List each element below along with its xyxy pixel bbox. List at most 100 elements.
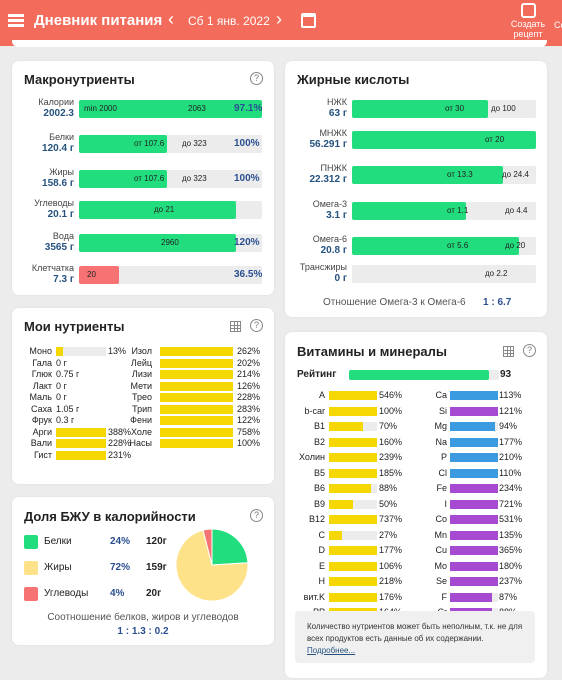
fatty-label: Трансжиры 0 г bbox=[285, 262, 347, 284]
fatty-value: 63 г bbox=[328, 108, 347, 119]
nutrient-name: Mo bbox=[434, 560, 447, 571]
more-link[interactable]: Подробнее... bbox=[307, 646, 356, 655]
nutrient-bar-fill bbox=[329, 561, 377, 571]
nutrient-name: Трип bbox=[132, 403, 152, 414]
macro-bar-fill bbox=[79, 100, 262, 118]
nutrient-bar bbox=[329, 546, 377, 555]
help-icon[interactable]: ? bbox=[250, 509, 263, 522]
nutrient-name: C bbox=[318, 529, 326, 540]
nutrient-bar bbox=[329, 499, 377, 509]
create-recipe-button[interactable]: Создать рецепт bbox=[506, 2, 550, 42]
bju-percent: 72% bbox=[110, 562, 131, 573]
nutrient-bar-fill bbox=[56, 347, 63, 356]
fatty-name: ПНЖК bbox=[320, 163, 347, 173]
fatty-marker-min: от 20 bbox=[485, 135, 505, 144]
nutrient-name: H bbox=[318, 576, 326, 586]
next-day-button[interactable]: › bbox=[276, 9, 282, 29]
nutrient-name: E bbox=[318, 560, 325, 571]
nutrient-name: F bbox=[441, 591, 448, 602]
fatty-marker-max: до 2.2 bbox=[485, 269, 508, 278]
nutrient-bar-fill bbox=[329, 484, 372, 493]
fatty-label: НЖК 63 г bbox=[285, 97, 347, 119]
nutrient-percent: 27% bbox=[379, 529, 398, 540]
help-icon[interactable]: ? bbox=[523, 344, 536, 357]
nutrient-percent: 122% bbox=[237, 415, 261, 425]
nutrient-percent: 13% bbox=[108, 346, 127, 356]
nutrient-bar bbox=[329, 437, 377, 447]
nutrient-bar-fill bbox=[329, 391, 377, 400]
fatty-bar: от 1.1 до 4.4 bbox=[352, 202, 536, 220]
nutrient-name: Фрук bbox=[31, 415, 52, 425]
fatty-value: 56.291 г bbox=[309, 139, 347, 150]
fatty-bar: от 5.6 до 20 bbox=[352, 237, 536, 255]
nutrient-name: Ca bbox=[435, 390, 447, 400]
fatty-marker-min: от 5.6 bbox=[447, 241, 469, 250]
nutrient-percent: 180% bbox=[499, 560, 523, 571]
nutrient-bar-fill bbox=[450, 468, 498, 478]
nutrient-name: Co bbox=[435, 514, 447, 524]
nutrient-bar bbox=[329, 561, 377, 571]
nutrient-percent: 239% bbox=[379, 452, 403, 462]
macro-name: Вода bbox=[52, 231, 74, 241]
fatty-name: Омега-6 bbox=[312, 234, 347, 244]
nutrient-bar bbox=[160, 381, 233, 391]
nutrient-bar-fill bbox=[329, 530, 342, 540]
rating-bar bbox=[349, 370, 499, 380]
nutrient-bar-fill bbox=[160, 370, 233, 379]
bju-grams: 20г bbox=[146, 588, 162, 599]
nutrient-bar-fill bbox=[329, 515, 377, 524]
fatty-marker-min: от 1.1 bbox=[447, 206, 469, 215]
nutrient-bar-fill bbox=[160, 381, 233, 391]
my-nutrients-card: Мои нутриенты ? Моно 13% Гала 0 г Глюк 0.75 г… bbox=[12, 308, 274, 484]
fatty-bar-fill bbox=[352, 237, 520, 255]
macro-bar: 20 bbox=[79, 266, 262, 284]
fatty-label: ПНЖК 22.312 г bbox=[285, 163, 347, 185]
prev-day-button[interactable]: ‹ bbox=[168, 9, 174, 29]
macro-percent: 100% bbox=[234, 138, 260, 149]
hamburger-menu-icon[interactable] bbox=[8, 14, 24, 27]
macro-marker-max: 2063 bbox=[188, 104, 206, 113]
macro-name: Углеводы bbox=[34, 198, 74, 208]
nutrient-name: Холе bbox=[131, 426, 152, 437]
nutrient-bar bbox=[450, 530, 498, 540]
nutrient-name: I bbox=[444, 498, 447, 509]
nutrient-percent: 234% bbox=[499, 483, 523, 493]
nutrient-bar-fill bbox=[329, 546, 377, 555]
nutrient-bar bbox=[329, 484, 377, 493]
nutrient-bar bbox=[450, 499, 498, 509]
cut-off-button[interactable]: Сс bbox=[554, 20, 562, 30]
nutrient-bar bbox=[160, 393, 233, 402]
macro-bar-fill bbox=[79, 170, 167, 188]
bju-title: Доля БЖУ в калорийности bbox=[24, 509, 196, 524]
nutrient-bar bbox=[329, 515, 377, 524]
table-icon[interactable] bbox=[503, 346, 514, 357]
nutrient-bar bbox=[450, 577, 498, 586]
nutrient-bar bbox=[450, 422, 498, 431]
collapsed-panel-strip bbox=[12, 40, 547, 47]
nutrient-bar-fill bbox=[450, 391, 498, 400]
nutrient-percent: 110% bbox=[499, 467, 522, 478]
nutrient-bar-fill bbox=[450, 530, 498, 540]
macros-card: Макронутриенты ? Калории 2002.3 min 2000 20… bbox=[12, 61, 274, 295]
nutrient-bar bbox=[329, 468, 377, 478]
nutrient-name: Mg bbox=[434, 421, 447, 431]
macro-label: Калории 2002.3 bbox=[12, 97, 74, 119]
nutrient-name: Глюк bbox=[31, 369, 52, 379]
nutrient-bar bbox=[329, 453, 377, 462]
nutrient-bar-fill bbox=[329, 422, 363, 431]
nutrient-bar bbox=[450, 468, 498, 478]
help-icon[interactable]: ? bbox=[250, 72, 263, 85]
help-icon[interactable]: ? bbox=[250, 319, 263, 332]
calendar-icon[interactable] bbox=[301, 13, 316, 28]
nutrient-bar-fill bbox=[56, 439, 106, 448]
date-label[interactable]: Сб 1 янв. 2022 bbox=[188, 14, 270, 28]
macro-bar-fill bbox=[79, 234, 237, 252]
nutrient-percent: 121% bbox=[499, 405, 523, 416]
nutrient-bar bbox=[56, 450, 106, 460]
macro-name: Клетчатка bbox=[31, 263, 74, 273]
nutrient-value: 0 г bbox=[56, 357, 67, 368]
table-icon[interactable] bbox=[230, 321, 241, 332]
nutrient-value: 0 г bbox=[56, 380, 67, 391]
nutrient-name: B12 bbox=[308, 514, 325, 524]
fatty-value: 0 г bbox=[334, 273, 347, 284]
